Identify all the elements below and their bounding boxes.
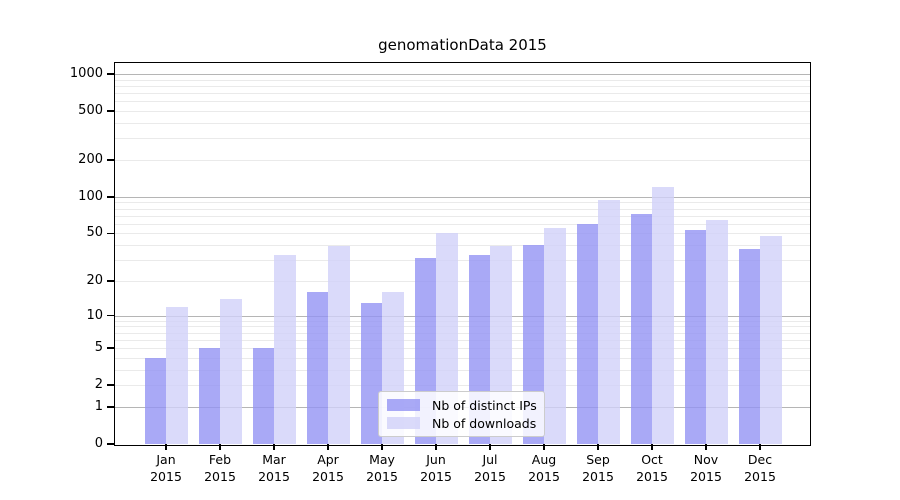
gridline — [114, 123, 811, 124]
bar-sep-distinct-ips — [576, 223, 598, 444]
x-axis-tick — [543, 444, 545, 450]
x-tick-label: Mar 2015 — [258, 452, 290, 484]
bar-apr-distinct-ips — [306, 292, 328, 444]
y-tick-label: 100 — [78, 188, 103, 204]
gridline — [114, 215, 811, 217]
x-axis-tick — [219, 444, 221, 450]
x-axis-tick — [165, 444, 167, 450]
bar-sep-downloads — [598, 199, 620, 444]
bar-oct-distinct-ips — [630, 214, 652, 444]
y-tick-label: 20 — [86, 272, 103, 288]
gridline — [114, 85, 811, 87]
gridline — [114, 202, 811, 204]
x-axis-tick — [327, 444, 329, 450]
x-axis-tick — [759, 444, 761, 450]
y-tick-label: 200 — [78, 152, 103, 167]
x-axis-tick — [597, 444, 599, 450]
bar-jan-distinct-ips — [144, 357, 166, 444]
y-axis-tick — [107, 73, 114, 75]
x-tick-label: Jun 2015 — [420, 452, 452, 484]
gridline — [114, 208, 811, 210]
x-tick-label: Sep 2015 — [582, 452, 614, 484]
y-tick-label: 500 — [78, 103, 103, 119]
x-tick-label: Aug 2015 — [528, 452, 560, 484]
y-tick-label: 50 — [86, 225, 103, 241]
y-tick-label: 0 — [94, 436, 103, 451]
bar-may-distinct-ips — [360, 302, 382, 444]
x-tick-label: Oct 2015 — [636, 452, 668, 484]
gridline — [114, 79, 811, 81]
y-axis-tick — [107, 110, 114, 112]
x-tick-label: May 2015 — [366, 452, 398, 484]
chart-title: genomationData 2015 — [378, 36, 547, 54]
gridline — [114, 93, 811, 95]
y-axis-tick — [107, 280, 114, 282]
y-axis-tick — [107, 443, 114, 445]
x-axis-tick — [273, 444, 275, 450]
x-tick-label: Feb 2015 — [204, 452, 236, 484]
y-tick-label: 10 — [86, 307, 103, 323]
y-tick-label: 1 — [94, 398, 103, 414]
x-axis-tick — [381, 444, 383, 450]
x-axis-tick — [435, 444, 437, 450]
legend-swatch-downloads — [387, 417, 420, 429]
bar-dec-downloads — [760, 235, 782, 444]
bar-nov-downloads — [706, 219, 728, 444]
y-axis-tick — [107, 232, 114, 235]
chart-legend: Nb of distinct IPs Nb of downloads — [378, 391, 545, 437]
y-axis-tick — [107, 196, 114, 198]
y-axis-tick — [107, 384, 114, 386]
gridline — [114, 160, 811, 161]
bar-mar-downloads — [274, 255, 296, 444]
y-axis-tick — [107, 314, 114, 317]
x-tick-label: Jul 2015 — [474, 452, 506, 484]
bar-dec-distinct-ips — [738, 249, 760, 444]
x-tick-label: Apr 2015 — [312, 452, 344, 484]
y-axis-tick — [107, 347, 114, 349]
x-tick-label: Nov 2015 — [690, 452, 722, 484]
x-tick-label: Jan 2015 — [150, 452, 182, 484]
x-axis-tick — [705, 444, 707, 450]
y-tick-label: 1000 — [69, 66, 103, 81]
y-axis-tick — [107, 159, 114, 161]
bar-feb-downloads — [220, 299, 242, 444]
bar-aug-downloads — [544, 228, 566, 444]
legend-item-distinct-ips: Nb of distinct IPs — [387, 397, 537, 413]
gridline — [114, 196, 811, 198]
bar-nov-distinct-ips — [684, 230, 706, 444]
x-tick-label: Dec 2015 — [744, 452, 776, 484]
gridline — [114, 74, 811, 75]
gridline — [114, 111, 811, 113]
legend-item-downloads: Nb of downloads — [387, 415, 536, 431]
bar-oct-downloads — [652, 187, 674, 444]
x-axis-tick — [489, 444, 491, 450]
legend-swatch-distinct-ips — [387, 399, 420, 411]
bar-jan-downloads — [166, 306, 188, 444]
y-axis-tick — [107, 406, 114, 408]
legend-label-downloads: Nb of downloads — [432, 415, 537, 431]
bar-apr-downloads — [328, 246, 350, 444]
bar-feb-distinct-ips — [198, 348, 220, 444]
y-tick-label: 5 — [94, 340, 103, 355]
x-axis-tick — [651, 444, 653, 450]
legend-label-distinct-ips: Nb of distinct IPs — [432, 397, 537, 413]
gridline — [114, 138, 811, 140]
gridline — [114, 101, 811, 103]
y-tick-label: 2 — [94, 377, 103, 393]
bar-mar-distinct-ips — [252, 348, 274, 444]
